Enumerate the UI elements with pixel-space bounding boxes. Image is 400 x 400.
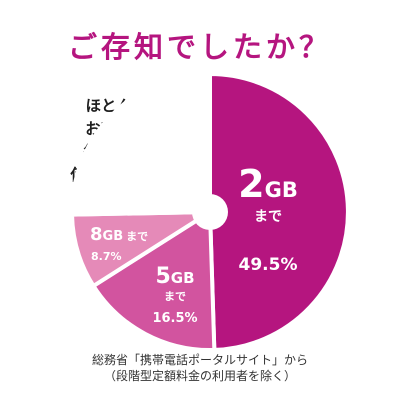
slice-label-amount: 8GB まで: [90, 224, 148, 245]
slice-label-5gb: 5GB まで 16.5%: [152, 264, 197, 326]
slice-label-8gb: 8GB まで 8.7%: [90, 224, 148, 263]
slice-label-percent: 49.5%: [239, 255, 298, 275]
slice-label-percent: 8.7%: [91, 250, 122, 263]
slice-label-2gb: 2GB まで 49.5%: [238, 162, 298, 275]
slice-label-amount: 5GB: [155, 264, 194, 289]
slice-label-amount: 2GB: [238, 162, 298, 206]
slice-label-suffix: まで: [254, 209, 282, 225]
page-title: ご存知でしたか？: [67, 30, 332, 64]
source-line: （段階型定額料金の利用者を除く）: [103, 369, 296, 383]
pie-slice-2gb: [208, 72, 350, 352]
pie-slice-rest: [70, 72, 212, 217]
slice-label-percent: 16.5%: [152, 311, 197, 326]
slice-label-suffix: まで: [164, 290, 186, 303]
pie-slice-5gb: [91, 210, 217, 352]
source-line: 総務省「携帯電話ポータルサイト」から: [91, 353, 308, 367]
source-note: 総務省「携帯電話ポータルサイト」から （段階型定額料金の利用者を除く）: [0, 352, 400, 384]
pie-center-hole: [192, 194, 228, 230]
